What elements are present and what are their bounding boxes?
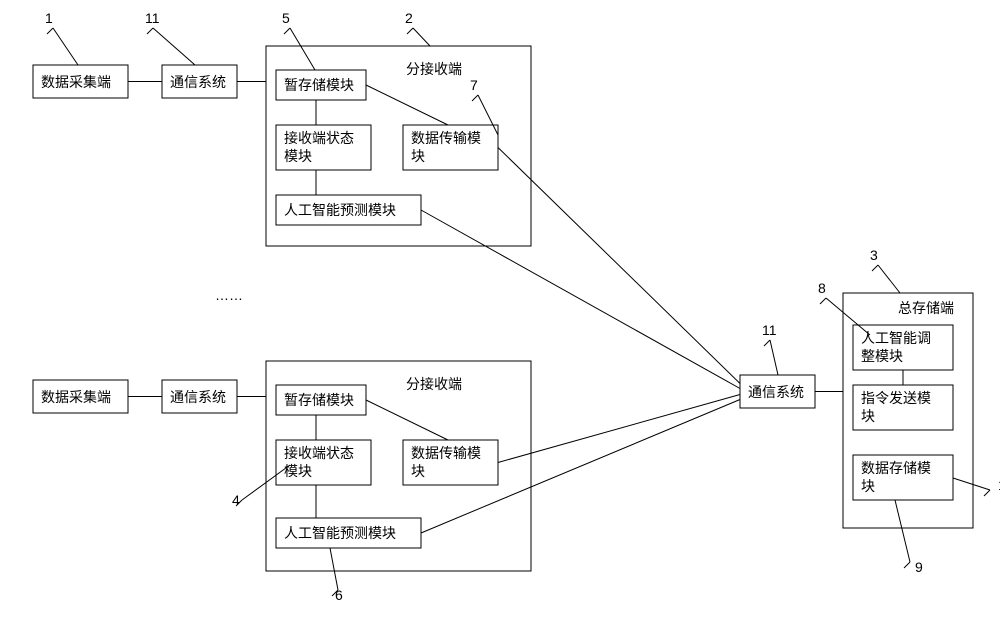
ref-5-hook xyxy=(284,28,290,34)
conn-top-ai-comm xyxy=(421,210,740,389)
ref-2-num: 2 xyxy=(405,10,413,26)
ref-2-leader xyxy=(413,28,430,46)
top-temp-storage-label: 暂存储模块 xyxy=(284,77,354,93)
ref-7-num: 7 xyxy=(470,77,478,93)
ref-5-leader xyxy=(290,28,315,70)
ref-11b-leader xyxy=(770,340,778,375)
data-store-l2: 块 xyxy=(861,478,875,494)
ref-3-num: 3 xyxy=(870,247,878,263)
ref-11a-leader xyxy=(153,28,195,65)
bot-recv-status-l2: 模块 xyxy=(284,463,312,479)
conn-top-trans-comm xyxy=(498,148,740,384)
ref-1-leader xyxy=(53,28,78,65)
bot-data-trans-l2: 块 xyxy=(411,463,425,479)
top-comm-label: 通信系统 xyxy=(170,74,226,90)
ref-8-hook xyxy=(820,298,826,304)
bot-conn-temp-trans xyxy=(366,400,448,440)
ref-7-hook xyxy=(472,95,478,101)
bot-sub-receiver-label: 分接收端 xyxy=(406,376,462,392)
ref-11b-num: 11 xyxy=(762,322,777,338)
top-data-trans-l2: 块 xyxy=(411,148,425,164)
ref-11b-hook xyxy=(764,340,770,346)
bot-data-collect-label: 数据采集端 xyxy=(41,389,111,405)
top-conn-temp-trans xyxy=(366,85,448,125)
top-sub-receiver-label: 分接收端 xyxy=(406,61,462,77)
ref-6-num: 6 xyxy=(335,587,343,603)
ref-11a-hook xyxy=(147,28,153,34)
top-recv-status-l2: 模块 xyxy=(284,148,312,164)
top-data-collect-label: 数据采集端 xyxy=(41,74,111,90)
top-data-trans-l1: 数据传输模 xyxy=(411,130,481,146)
ref-11a-num: 11 xyxy=(145,10,160,26)
total-storage-label: 总存储端 xyxy=(898,300,954,316)
top-recv-status-l1: 接收端状态 xyxy=(284,130,354,146)
bot-temp-storage-label: 暂存储模块 xyxy=(284,392,354,408)
ai-adjust-l1: 人工智能调 xyxy=(861,330,931,346)
ref-10-hook xyxy=(984,490,990,496)
top-ai-predict-label: 人工智能预测模块 xyxy=(284,202,396,218)
ref-6-leader xyxy=(330,548,338,590)
ref-9-leader xyxy=(895,500,910,562)
ref-3-hook xyxy=(872,265,878,271)
cmd-send-l2: 块 xyxy=(861,408,875,424)
bot-recv-status-l1: 接收端状态 xyxy=(284,445,354,461)
ref-2-hook xyxy=(407,28,413,34)
ref-8-num: 8 xyxy=(818,280,826,296)
conn-bot-trans-comm xyxy=(498,395,740,463)
bot-comm-label: 通信系统 xyxy=(170,389,226,405)
ref-9-hook xyxy=(904,562,910,568)
ref-9-num: 9 xyxy=(915,559,923,575)
bot-ai-predict-label: 人工智能预测模块 xyxy=(284,525,396,541)
ref-8-leader xyxy=(826,298,870,335)
data-store-l1: 数据存储模 xyxy=(861,460,931,476)
cmd-send-l1: 指令发送模 xyxy=(861,390,931,406)
ref-1-hook xyxy=(47,28,53,34)
bot-data-trans-l1: 数据传输模 xyxy=(411,445,481,461)
ellipsis-label: …… xyxy=(215,287,243,303)
ref-3-leader xyxy=(878,265,900,293)
ref-5-num: 5 xyxy=(282,10,290,26)
ai-adjust-l2: 整模块 xyxy=(861,348,903,364)
right-comm-label: 通信系统 xyxy=(748,384,804,400)
ref-10-leader xyxy=(953,478,990,490)
ref-1-num: 1 xyxy=(45,10,53,26)
